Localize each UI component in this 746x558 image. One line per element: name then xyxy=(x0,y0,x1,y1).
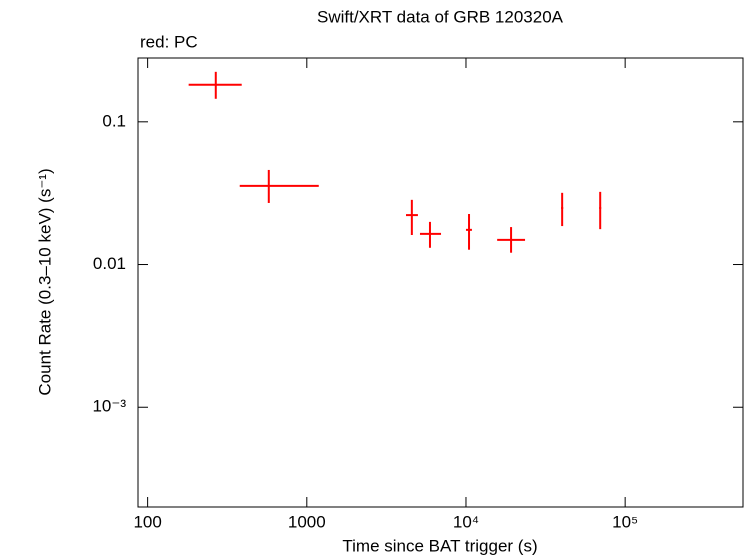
y-tick-label: 10⁻³ xyxy=(92,397,126,416)
chart-title: Swift/XRT data of GRB 120320A xyxy=(317,7,564,26)
x-tick-label: 10⁴ xyxy=(453,512,479,531)
y-tick-label: 0.01 xyxy=(93,254,126,273)
y-axis-label: Count Rate (0.3–10 keV) (s⁻¹) xyxy=(35,168,54,395)
x-tick-label: 1000 xyxy=(288,512,326,531)
y-tick-label: 0.1 xyxy=(102,111,126,130)
x-tick-label: 10⁵ xyxy=(612,512,638,531)
x-tick-label: 100 xyxy=(133,512,161,531)
x-axis-label: Time since BAT trigger (s) xyxy=(342,536,537,555)
annotation: red: PC xyxy=(140,32,198,51)
plot-frame xyxy=(137,57,744,508)
